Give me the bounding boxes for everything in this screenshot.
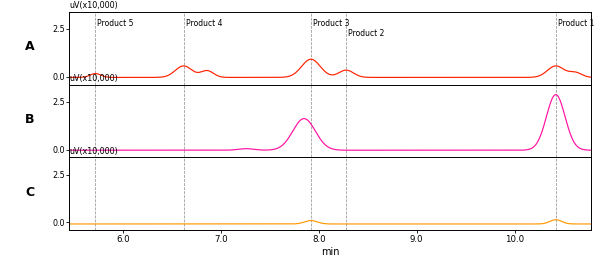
Text: uV(x10,000): uV(x10,000) <box>69 74 118 83</box>
Text: Product 3: Product 3 <box>313 19 349 28</box>
Text: C: C <box>25 186 34 199</box>
Text: uV(x10,000): uV(x10,000) <box>69 1 118 10</box>
Text: Product 5: Product 5 <box>97 19 134 28</box>
Text: Product 2: Product 2 <box>348 29 385 37</box>
Text: Product 4: Product 4 <box>185 19 222 28</box>
Text: Product 1: Product 1 <box>558 19 594 28</box>
X-axis label: min: min <box>321 247 339 257</box>
Text: uV(x10,000): uV(x10,000) <box>69 147 118 156</box>
Text: A: A <box>25 40 35 53</box>
Text: B: B <box>25 113 35 126</box>
